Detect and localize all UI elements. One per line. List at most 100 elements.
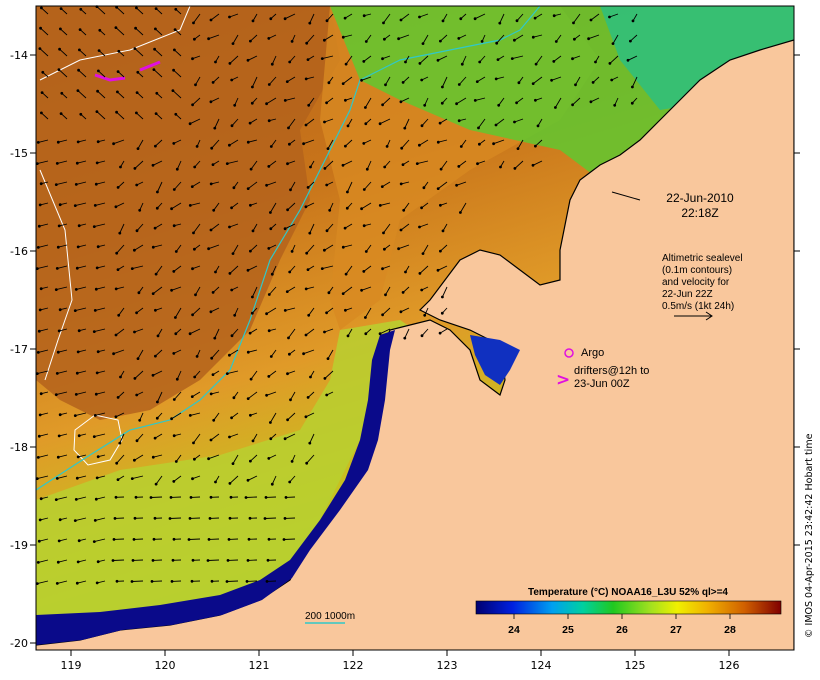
velocity-arrow bbox=[134, 454, 144, 461]
velocity-arrow bbox=[58, 349, 68, 353]
velocity-arrow-head bbox=[308, 231, 312, 235]
velocity-arrow bbox=[213, 202, 220, 211]
velocity-arrow bbox=[403, 202, 410, 211]
velocity-arrow-head bbox=[75, 266, 79, 270]
velocity-arrow-head bbox=[58, 203, 62, 207]
velocity-arrow-head bbox=[77, 329, 81, 333]
velocity-arrow-head bbox=[114, 333, 118, 337]
velocity-arrow bbox=[116, 6, 125, 15]
velocity-arrow-head bbox=[323, 330, 326, 334]
velocity-arrow-head bbox=[117, 313, 121, 317]
velocity-arrow-head bbox=[130, 580, 134, 583]
velocity-arrow bbox=[229, 223, 239, 228]
velocity-arrow bbox=[134, 160, 144, 169]
velocity-arrow-head bbox=[209, 100, 213, 104]
velocity-arrow-head bbox=[302, 142, 305, 146]
velocity-arrow-head bbox=[133, 47, 137, 50]
velocity-arrow bbox=[363, 55, 372, 62]
velocity-arrow-head bbox=[344, 272, 348, 276]
velocity-arrow-head bbox=[404, 270, 407, 274]
velocity-arrow-head bbox=[267, 165, 271, 168]
velocity-arrow-head bbox=[326, 357, 330, 360]
velocity-arrow-head bbox=[193, 457, 196, 461]
velocity-arrow-head bbox=[245, 580, 249, 583]
velocity-arrow bbox=[232, 244, 239, 254]
king-sound-cold bbox=[470, 335, 520, 385]
velocity-arrow-head bbox=[173, 28, 177, 31]
velocity-arrow-head bbox=[420, 206, 423, 210]
velocity-arrows bbox=[35, 5, 638, 585]
velocity-arrow-head bbox=[499, 165, 502, 169]
y-tick-label: -19 bbox=[10, 539, 28, 552]
velocity-arrow-head bbox=[362, 60, 366, 63]
velocity-arrow bbox=[94, 433, 106, 438]
velocity-arrow-head bbox=[459, 211, 462, 214]
velocity-arrow-head bbox=[76, 89, 80, 92]
velocity-arrow-head bbox=[36, 351, 40, 354]
velocity-arrow-head bbox=[74, 183, 78, 186]
velocity-arrow-head bbox=[346, 190, 349, 194]
velocity-arrow-head bbox=[73, 519, 77, 522]
velocity-arrow-head bbox=[381, 57, 384, 61]
velocity-arrow-head bbox=[304, 123, 308, 127]
velocity-arrow bbox=[437, 265, 448, 271]
velocity-arrow-head bbox=[172, 224, 176, 228]
velocity-arrow bbox=[95, 307, 106, 311]
velocity-arrow-head bbox=[399, 100, 403, 104]
velocity-arrow-head bbox=[135, 393, 139, 397]
velocity-arrow-head bbox=[228, 353, 231, 357]
velocity-arrow-head bbox=[228, 272, 232, 275]
drifter-legend-line: drifters@12h to bbox=[574, 365, 649, 377]
velocity-arrow-head bbox=[35, 477, 39, 480]
velocity-arrow-head bbox=[136, 70, 140, 74]
velocity-arrow bbox=[326, 13, 334, 22]
velocity-arrow bbox=[361, 76, 372, 81]
velocity-arrow-head bbox=[439, 203, 442, 207]
velocity-arrow bbox=[38, 559, 49, 563]
velocity-arrow-head bbox=[495, 41, 499, 45]
x-tick-label: 122 bbox=[343, 659, 364, 672]
velocity-arrow-head bbox=[249, 249, 252, 253]
velocity-arrow-head bbox=[96, 455, 100, 459]
velocity-arrow bbox=[155, 28, 163, 36]
velocity-arrow-head bbox=[478, 60, 482, 64]
velocity-arrow-head bbox=[460, 62, 464, 66]
velocity-arrow bbox=[189, 328, 201, 335]
velocity-arrow-head bbox=[552, 60, 556, 63]
velocity-arrow-head bbox=[119, 165, 122, 169]
velocity-arrow bbox=[474, 13, 486, 20]
velocity-arrow bbox=[211, 349, 220, 359]
velocity-arrow bbox=[498, 97, 505, 106]
velocity-arrow-head bbox=[459, 17, 463, 21]
velocity-arrow-head bbox=[246, 268, 250, 272]
velocity-arrow-head bbox=[154, 272, 158, 276]
velocity-arrow-head bbox=[591, 81, 595, 84]
velocity-arrow bbox=[309, 433, 315, 444]
velocity-arrow bbox=[58, 559, 68, 563]
warm-core bbox=[36, 6, 340, 420]
velocity-arrow-head bbox=[269, 145, 273, 148]
velocity-arrow-head bbox=[193, 247, 196, 251]
y-axis: -14 -15 -16 -17 -18 -19 -20 bbox=[10, 49, 800, 650]
velocity-arrow bbox=[303, 349, 315, 355]
velocity-arrow-head bbox=[360, 288, 363, 292]
velocity-arrow bbox=[588, 34, 600, 40]
velocity-arrow bbox=[132, 475, 144, 480]
velocity-arrow-head bbox=[130, 477, 134, 480]
velocity-arrow-head bbox=[246, 58, 250, 62]
velocity-arrow-head bbox=[381, 103, 384, 107]
velocity-arrow bbox=[322, 55, 334, 60]
velocity-arrow-head bbox=[74, 393, 78, 396]
velocity-arrow bbox=[97, 90, 106, 99]
y-tick-label: -20 bbox=[10, 637, 28, 650]
velocity-arrow-head bbox=[36, 561, 40, 564]
velocity-arrow-head bbox=[309, 375, 312, 379]
velocity-arrow bbox=[41, 112, 49, 120]
velocity-arrow-head bbox=[226, 559, 230, 562]
velocity-arrow-head bbox=[116, 396, 120, 399]
velocity-arrow bbox=[231, 328, 239, 337]
velocity-arrow-head bbox=[194, 293, 197, 297]
velocity-arrow bbox=[115, 202, 125, 208]
velocity-arrow-head bbox=[114, 287, 118, 291]
